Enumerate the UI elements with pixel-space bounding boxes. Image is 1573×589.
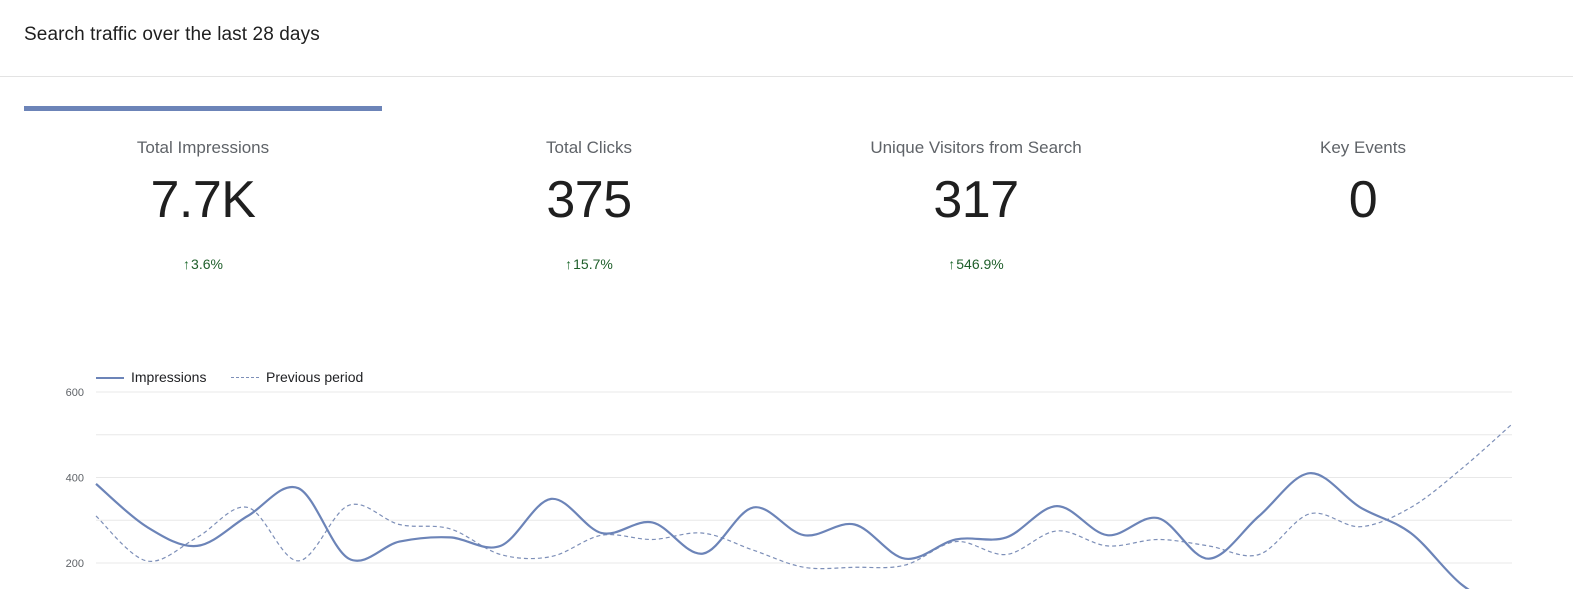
metric-label: Total Clicks xyxy=(546,138,632,157)
arrow-up-icon: ↑ xyxy=(183,256,191,272)
legend-label: Impressions xyxy=(131,369,207,385)
metric-value: 0 xyxy=(1348,171,1378,229)
metric-label: Key Events xyxy=(1320,138,1406,157)
metric-change-value: 15.7% xyxy=(573,256,613,272)
metric-label: Total Impressions xyxy=(136,138,270,157)
tab-unique-visitors[interactable]: Unique Visitors from Search 317 ↑546.9% xyxy=(797,104,1155,304)
card-header: Search traffic over the last 28 days xyxy=(0,0,1573,77)
metric-change: ↑3.6% xyxy=(24,256,382,272)
metric-label: Unique Visitors from Search xyxy=(870,138,1082,157)
arrow-up-icon: ↑ xyxy=(948,256,956,272)
metric-value: 375 xyxy=(546,171,632,229)
metric-change-value: 3.6% xyxy=(191,256,223,272)
series-line-impressions xyxy=(95,472,1470,589)
tab-total-impressions[interactable]: Total Impressions 7.7K ↑3.6% xyxy=(24,104,382,304)
metric-change-value: 546.9% xyxy=(956,256,1004,272)
series-line-previous-period xyxy=(95,423,1513,570)
y-tick-label: 400 xyxy=(66,473,84,485)
arrow-up-icon: ↑ xyxy=(565,256,573,272)
metric-change: ↑546.9% xyxy=(797,256,1155,272)
tab-total-clicks[interactable]: Total Clicks 375 ↑15.7% xyxy=(410,104,768,304)
legend-swatch-dashed xyxy=(231,377,259,378)
tab-key-events[interactable]: Key Events 0 xyxy=(1184,104,1542,304)
legend-swatch-solid xyxy=(96,377,124,379)
metric-value: 317 xyxy=(933,171,1019,229)
metric-change: ↑15.7% xyxy=(410,256,768,272)
y-tick-label: 200 xyxy=(66,558,84,570)
metric-tabs: Total Impressions 7.7K ↑3.6% Total Click… xyxy=(0,104,1573,304)
y-tick-label: 600 xyxy=(66,387,84,399)
legend-label: Previous period xyxy=(266,369,364,385)
card-title: Search traffic over the last 28 days xyxy=(24,24,320,45)
metric-value: 7.7K xyxy=(150,171,256,229)
active-tab-indicator xyxy=(24,106,382,111)
